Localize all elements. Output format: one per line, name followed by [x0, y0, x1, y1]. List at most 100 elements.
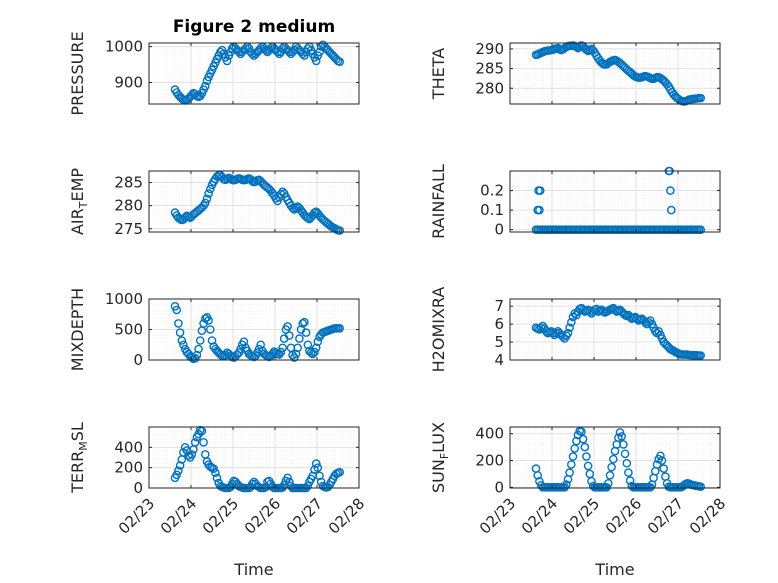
y-tick-label: 1000 [105, 38, 143, 56]
data-point [204, 316, 213, 325]
data-point [535, 186, 545, 195]
x-tick-label: 02/23 [115, 494, 158, 537]
y-tick-label: 285 [114, 174, 143, 192]
data-point [284, 331, 294, 340]
data-point [625, 476, 635, 485]
y-tick-label: 290 [475, 40, 504, 58]
y-tick-label: 285 [475, 60, 504, 78]
y-tick-label: 200 [475, 452, 504, 470]
x-tick-label: 02/27 [644, 494, 687, 537]
data-point [657, 456, 667, 465]
y-tick-label: 500 [114, 321, 143, 339]
data-point [209, 464, 218, 474]
x-tick-label: 02/26 [602, 494, 645, 537]
data-point [239, 337, 249, 347]
axes-frame [148, 426, 360, 489]
y-axis-label: PRESSURE [68, 31, 87, 115]
y-tick-label: 4 [494, 351, 504, 369]
data-point [335, 57, 345, 67]
y-axis-label: AIRTEMP [68, 168, 90, 235]
data-point [298, 319, 308, 328]
data-point [187, 450, 197, 459]
data-point [313, 337, 323, 347]
data-point [301, 328, 311, 337]
axes-frame [148, 170, 360, 233]
data-point [335, 226, 345, 235]
data-point [278, 343, 287, 353]
data-point [211, 468, 220, 478]
data-point [212, 473, 222, 483]
figure-title: Figure 2 medium [173, 17, 335, 37]
data-point [175, 461, 185, 470]
x-tick-label: 02/28 [686, 494, 729, 537]
data-point [303, 481, 313, 491]
data-point [666, 186, 675, 195]
data-markers [531, 166, 706, 234]
data-point [172, 470, 181, 480]
data-point [604, 478, 613, 488]
x-tick-label: 02/25 [199, 494, 242, 537]
data-point [311, 459, 321, 468]
data-point [234, 47, 244, 57]
subplot-rainfall: 0 0.10.2 RAINFALL [429, 164, 721, 239]
y-tick-label: 1000 [105, 290, 143, 308]
y-tick-label: 400 [114, 438, 143, 456]
data-point [535, 205, 544, 215]
data-point [175, 328, 185, 337]
y-tick-label: 400 [475, 425, 504, 443]
data-point [222, 56, 232, 66]
data-point [617, 432, 627, 441]
data-point [200, 198, 210, 208]
data-point [204, 189, 213, 198]
data-point [310, 347, 319, 357]
y-axis-label: MIXDEPTH [68, 288, 87, 371]
data-point [696, 482, 706, 492]
data-point [207, 336, 217, 345]
data-point [605, 470, 615, 480]
y-axis-label: TERRMSL [68, 422, 90, 494]
data-point [311, 56, 321, 66]
x-tick-label: 02/23 [476, 494, 519, 537]
data-markers [531, 426, 706, 492]
data-point [696, 93, 706, 103]
data-point [315, 471, 324, 481]
data-point [247, 49, 257, 59]
data-markers [170, 40, 345, 105]
y-tick-label: 0 [133, 351, 143, 369]
data-point [563, 328, 573, 338]
data-point [565, 323, 574, 333]
data-point [583, 461, 593, 471]
subplot-pressure: 900 1000 PRESSURE Figure 2 medium [68, 17, 360, 116]
x-tick-label: 02/26 [241, 494, 284, 537]
data-point [190, 437, 200, 447]
data-point [172, 305, 181, 315]
data-point [565, 468, 574, 477]
data-point [313, 463, 323, 473]
data-point [624, 468, 633, 477]
data-point [200, 81, 210, 91]
subplot-air-temp: 275 280 285 AIRTEMP [68, 168, 360, 238]
data-point [300, 317, 309, 327]
data-point [256, 44, 266, 53]
x-tick-label: 02/24 [157, 494, 200, 537]
data-point [656, 451, 665, 461]
data-point [667, 205, 676, 215]
data-point [295, 334, 304, 343]
y-tick-label: 0 [494, 221, 504, 239]
data-point [274, 350, 284, 359]
x-tick-label: 02/27 [283, 494, 326, 537]
data-point [174, 466, 183, 476]
y-tick-label: 0 [133, 479, 143, 497]
data-point [533, 470, 543, 480]
x-tick-label: 02/24 [518, 494, 561, 537]
data-markers [531, 41, 706, 106]
data-point [602, 482, 611, 492]
y-axis-label: H2OMIXRA [429, 287, 448, 373]
axes-frame [509, 426, 721, 489]
data-point [619, 440, 628, 449]
data-point [607, 462, 616, 472]
x-axis-label: Time [233, 560, 273, 579]
x-tick-label: 02/25 [560, 494, 603, 537]
